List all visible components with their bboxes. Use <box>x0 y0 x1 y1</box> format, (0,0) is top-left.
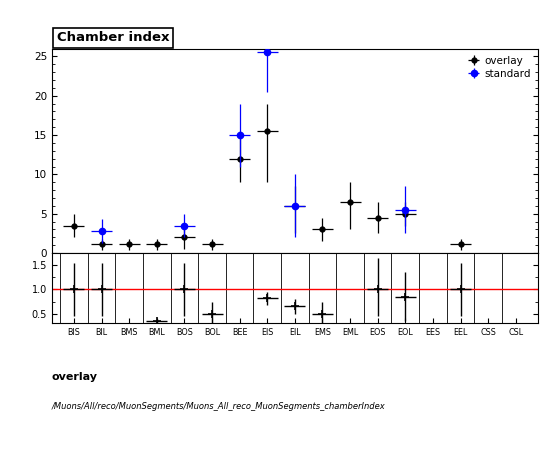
Text: Chamber index: Chamber index <box>57 31 169 44</box>
Text: /Muons/All/reco/MuonSegments/Muons_All_reco_MuonSegments_chamberIndex: /Muons/All/reco/MuonSegments/Muons_All_r… <box>52 402 385 411</box>
Text: overlay: overlay <box>52 372 98 382</box>
Legend: overlay, standard: overlay, standard <box>463 52 535 83</box>
